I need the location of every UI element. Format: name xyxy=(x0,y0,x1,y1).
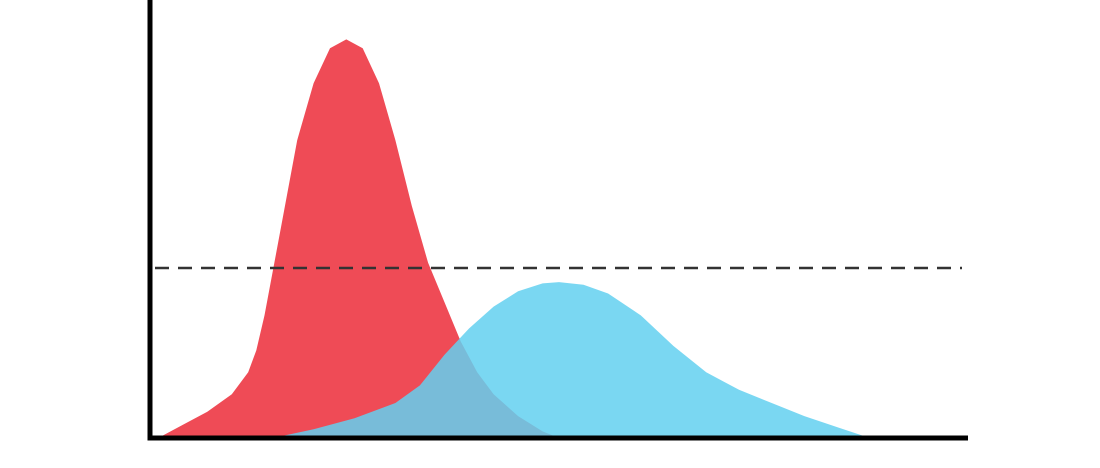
area xyxy=(272,282,870,438)
plot-area xyxy=(155,39,962,439)
area xyxy=(158,39,559,439)
